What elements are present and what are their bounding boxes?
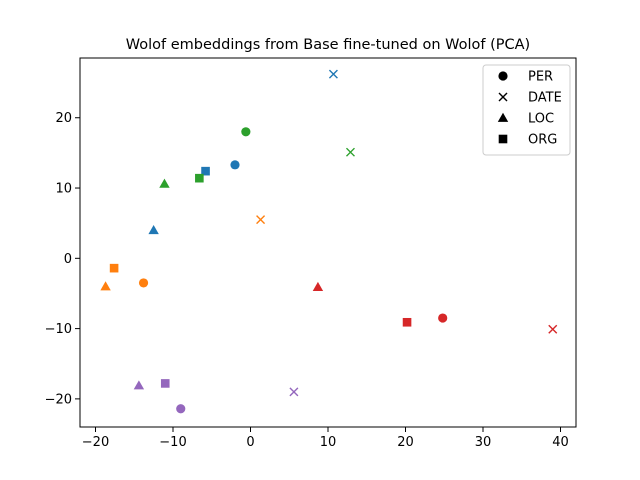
x-tick-label-5: 30: [475, 435, 492, 450]
legend-marker-org: [498, 134, 508, 144]
data-point-triangle-red-14: [312, 281, 324, 292]
data-point-square-red-15: [402, 317, 412, 327]
data-point-circle-red-12: [438, 313, 448, 323]
x-tick-label-4: 20: [397, 435, 414, 450]
data-point-square-green-11: [195, 173, 204, 183]
data-point-circle-blue-0: [230, 160, 240, 170]
y-tick-label-2: 0: [64, 252, 72, 267]
legend-box: [482, 64, 571, 156]
data-point-circle-orange-4: [138, 278, 149, 288]
data-point-circle-purple-16: [176, 404, 186, 414]
data-point-circle-green-8: [241, 127, 251, 137]
data-point-x-blue-1: [328, 69, 338, 79]
legend-marker-date: [498, 92, 508, 102]
legend: PER DATE LOC ORG: [482, 64, 571, 156]
x-tick-label-1: −10: [159, 435, 186, 450]
y-tick-label-1: −10: [45, 322, 72, 337]
legend-label-per: PER: [528, 70, 553, 85]
legend-marker-per: [498, 71, 508, 81]
data-point-x-purple-17: [289, 387, 299, 397]
chart-title: Wolof embeddings from Base fine-tuned on…: [126, 37, 530, 53]
data-point-triangle-purple-18: [133, 380, 145, 390]
y-tick-label-3: 10: [55, 182, 72, 197]
data-point-x-orange-5: [256, 215, 266, 225]
y-tick-label-0: −20: [45, 392, 72, 407]
data-point-triangle-blue-2: [148, 225, 159, 235]
data-point-x-red-13: [548, 324, 558, 334]
legend-marker-loc: [497, 112, 509, 122]
x-tick-label-6: 40: [552, 435, 569, 450]
x-tick-label-0: −20: [82, 435, 109, 450]
y-tick-label-4: 20: [55, 111, 72, 126]
x-tick-label-3: 10: [320, 435, 337, 450]
legend-label-loc: LOC: [528, 112, 554, 127]
data-point-square-purple-19: [160, 379, 170, 388]
data-point-square-blue-3: [201, 166, 210, 176]
x-tick-label-2: 0: [246, 435, 254, 450]
data-point-x-green-9: [345, 147, 355, 157]
legend-label-org: ORG: [528, 133, 557, 148]
data-point-square-orange-7: [109, 263, 119, 273]
axes-layer: −20 −10 0 10 20 30 40 −20 −10 0 10 20: [45, 57, 577, 450]
data-point-triangle-green-10: [159, 178, 170, 188]
legend-label-date: DATE: [528, 91, 562, 106]
points-layer: [100, 69, 558, 414]
data-point-triangle-orange-6: [100, 281, 111, 291]
